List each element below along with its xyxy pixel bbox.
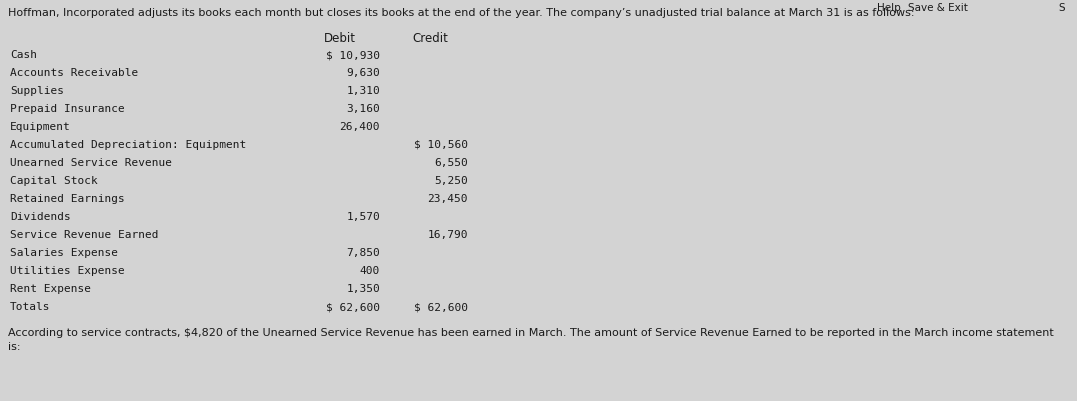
Text: Dividends: Dividends <box>10 211 71 221</box>
Text: Unearned Service Revenue: Unearned Service Revenue <box>10 158 172 168</box>
Text: 5,250: 5,250 <box>434 176 468 186</box>
Text: Prepaid Insurance: Prepaid Insurance <box>10 104 125 114</box>
Text: 23,450: 23,450 <box>428 194 468 203</box>
Text: Service Revenue Earned: Service Revenue Earned <box>10 229 158 239</box>
Text: Capital Stock: Capital Stock <box>10 176 98 186</box>
Text: 9,630: 9,630 <box>346 68 380 78</box>
Text: Cash: Cash <box>10 50 37 60</box>
Text: Debit: Debit <box>324 32 356 45</box>
Text: Totals: Totals <box>10 301 51 311</box>
Text: Salaries Expense: Salaries Expense <box>10 247 118 257</box>
Text: 6,550: 6,550 <box>434 158 468 168</box>
Text: Help: Help <box>877 3 900 13</box>
Text: Supplies: Supplies <box>10 86 64 96</box>
Text: Accounts Receivable: Accounts Receivable <box>10 68 138 78</box>
Text: Rent Expense: Rent Expense <box>10 283 90 293</box>
Text: is:: is: <box>8 341 20 351</box>
Text: 16,790: 16,790 <box>428 229 468 239</box>
Text: 26,400: 26,400 <box>339 122 380 132</box>
Text: Credit: Credit <box>412 32 448 45</box>
Text: S: S <box>1058 3 1065 13</box>
Text: Retained Earnings: Retained Earnings <box>10 194 125 203</box>
Text: Utilities Expense: Utilities Expense <box>10 265 125 275</box>
Text: $ 62,600: $ 62,600 <box>414 301 468 311</box>
Text: Hoffman, Incorporated adjusts its books each month but closes its books at the e: Hoffman, Incorporated adjusts its books … <box>8 8 914 18</box>
Text: $ 10,930: $ 10,930 <box>326 50 380 60</box>
Text: According to service contracts, $4,820 of the Unearned Service Revenue has been : According to service contracts, $4,820 o… <box>8 327 1053 337</box>
Text: 1,310: 1,310 <box>346 86 380 96</box>
Text: $ 62,600: $ 62,600 <box>326 301 380 311</box>
Text: Equipment: Equipment <box>10 122 71 132</box>
Text: 3,160: 3,160 <box>346 104 380 114</box>
Text: 1,350: 1,350 <box>346 283 380 293</box>
Text: 7,850: 7,850 <box>346 247 380 257</box>
Text: Save & Exit: Save & Exit <box>908 3 968 13</box>
Text: Accumulated Depreciation: Equipment: Accumulated Depreciation: Equipment <box>10 140 247 150</box>
Text: 400: 400 <box>360 265 380 275</box>
Text: 1,570: 1,570 <box>346 211 380 221</box>
Text: $ 10,560: $ 10,560 <box>414 140 468 150</box>
